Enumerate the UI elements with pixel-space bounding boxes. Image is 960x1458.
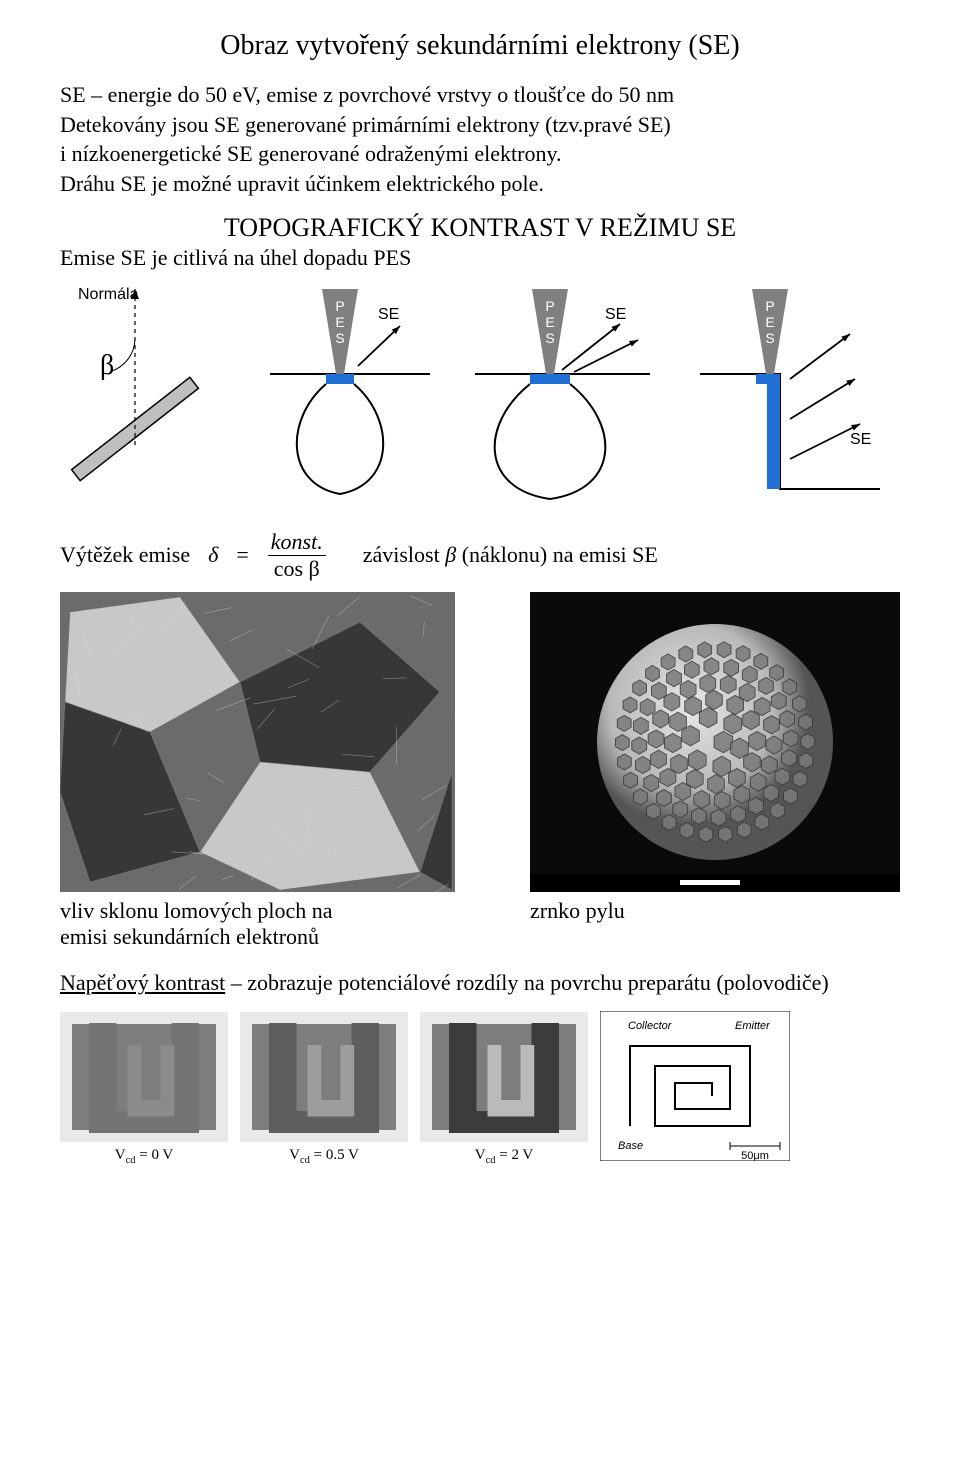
schematic-image: Collector Emitter Base 50μm bbox=[600, 1011, 790, 1161]
svg-text:P: P bbox=[335, 298, 344, 314]
formula-denominator: cos β bbox=[268, 555, 326, 582]
svg-text:SE: SE bbox=[605, 306, 626, 323]
formula-delta: δ bbox=[208, 542, 218, 568]
pes-diagrams: PESSEPESSEPESSE bbox=[250, 279, 890, 509]
svg-text:Base: Base bbox=[618, 1140, 643, 1152]
section-title: TOPOGRAFICKÝ KONTRAST V REŽIMU SE bbox=[60, 213, 900, 243]
schematic-thumb: Collector Emitter Base 50μm bbox=[600, 1011, 790, 1166]
formula-fraction: konst. cos β bbox=[267, 529, 327, 582]
voltage-label: Vcd = 0.5 V bbox=[240, 1147, 408, 1166]
formula-lhs-label: Výtěžek emise bbox=[60, 542, 190, 568]
bottom-underlined: Napěťový kontrast bbox=[60, 970, 225, 995]
section-title-caps: TOPOGRAFICKÝ KONTRAST V REŽIMU bbox=[224, 213, 706, 242]
svg-text:SE: SE bbox=[850, 431, 871, 448]
formula-numerator: konst. bbox=[267, 529, 327, 555]
formula-rhs-1: závislost bbox=[363, 542, 446, 567]
diagram-row: β Normála PESSEPESSEPESSE bbox=[60, 279, 900, 509]
bottom-paragraph: Napěťový kontrast – zobrazuje potenciálo… bbox=[60, 968, 900, 998]
formula-rhs-2: (náklonu) na emisi SE bbox=[456, 542, 658, 567]
svg-text:E: E bbox=[335, 314, 344, 330]
svg-text:E: E bbox=[765, 314, 774, 330]
section-subline: Emise SE je citlivá na úhel dopadu PES bbox=[60, 245, 900, 271]
intro-paragraph: SE – energie do 50 eV, emise z povrchové… bbox=[60, 80, 900, 199]
voltage-label: Vcd = 0 V bbox=[60, 1147, 228, 1166]
svg-text:S: S bbox=[545, 330, 554, 346]
svg-text:Collector: Collector bbox=[628, 1020, 673, 1032]
formula-rhs-beta: β bbox=[445, 542, 456, 567]
page-title: Obraz vytvořený sekundárními elektrony (… bbox=[60, 30, 900, 62]
voltage-thumb: Vcd = 0.5 V bbox=[240, 1012, 408, 1166]
svg-text:Emitter: Emitter bbox=[735, 1020, 771, 1032]
voltage-image bbox=[240, 1012, 408, 1142]
svg-text:P: P bbox=[545, 298, 554, 314]
voltage-image bbox=[420, 1012, 588, 1142]
svg-text:P: P bbox=[765, 298, 774, 314]
bottom-rest: – zobrazuje potenciálové rozdíly na povr… bbox=[225, 970, 829, 995]
section-title-se: SE bbox=[706, 213, 736, 242]
svg-text:SE: SE bbox=[378, 306, 399, 323]
caption-row: vliv sklonu lomových ploch na emisi seku… bbox=[60, 898, 900, 950]
sem-image-pollen bbox=[530, 592, 900, 892]
voltage-image bbox=[60, 1012, 228, 1142]
svg-text:S: S bbox=[765, 330, 774, 346]
voltage-label: Vcd = 2 V bbox=[420, 1147, 588, 1166]
voltage-thumb: Vcd = 0 V bbox=[60, 1012, 228, 1166]
svg-text:50μm: 50μm bbox=[741, 1150, 769, 1161]
caption-left: vliv sklonu lomových ploch na emisi seku… bbox=[60, 898, 333, 950]
angle-diagram: β Normála bbox=[60, 279, 240, 499]
formula-row: Výtěžek emise δ = konst. cos β závislost… bbox=[60, 529, 900, 582]
svg-text:E: E bbox=[545, 314, 554, 330]
normal-label: Normála bbox=[78, 286, 139, 303]
sem-image-fracture bbox=[60, 592, 455, 892]
voltage-thumb: Vcd = 2 V bbox=[420, 1012, 588, 1166]
bottom-thumbnail-row: Vcd = 0 V Vcd = 0.5 V Vcd = 2 V Collector Em… bbox=[60, 1011, 900, 1166]
caption-right: zrnko pylu bbox=[530, 898, 900, 950]
sem-image-row bbox=[60, 592, 900, 892]
formula-eq: = bbox=[236, 542, 248, 568]
beta-label: β bbox=[100, 350, 114, 381]
svg-text:S: S bbox=[335, 330, 344, 346]
